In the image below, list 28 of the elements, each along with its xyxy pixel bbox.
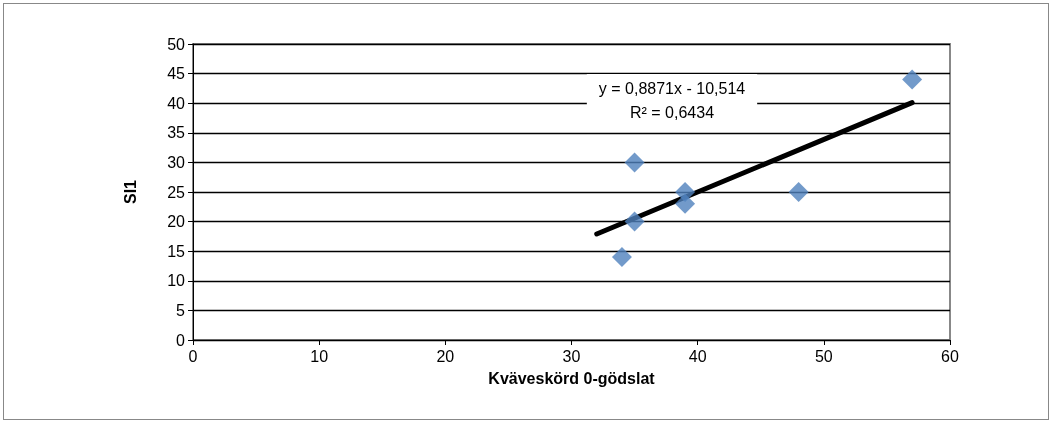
point: [902, 69, 923, 90]
y-tick-label: 10: [167, 272, 186, 290]
y-tick-label: 15: [167, 242, 186, 260]
x-axis-title: Kväveskörd 0-gödslat: [488, 369, 656, 387]
y-tick-label: 30: [167, 153, 186, 171]
point: [788, 182, 809, 202]
y-tick-label: 5: [176, 301, 186, 319]
y-tick-label: 20: [167, 213, 186, 231]
y-tick-label: 35: [167, 124, 186, 142]
point: [611, 247, 632, 268]
x-tick-label: 20: [436, 347, 455, 365]
point: [675, 193, 696, 214]
x-tick-label: 10: [310, 347, 329, 365]
annotation: y = 0,8871x - 10,514: [598, 79, 746, 97]
x-tick-label: 0: [188, 347, 198, 365]
y-tick-label: 25: [167, 183, 186, 201]
y-tick-label: 40: [167, 94, 186, 112]
x-tick-label: 30: [562, 347, 581, 365]
x-tick-label: 60: [941, 347, 959, 365]
y-axis-title: SI1: [121, 179, 139, 205]
x-tick-label: 40: [688, 347, 707, 365]
annotation: R² = 0,6434: [629, 103, 715, 121]
y-tick-label: 50: [167, 35, 186, 53]
point: [624, 152, 645, 173]
y-tick-label: 45: [167, 65, 186, 83]
point: [624, 211, 645, 232]
y-tick-label: 0: [176, 331, 186, 349]
x-tick-label: 50: [814, 347, 833, 365]
